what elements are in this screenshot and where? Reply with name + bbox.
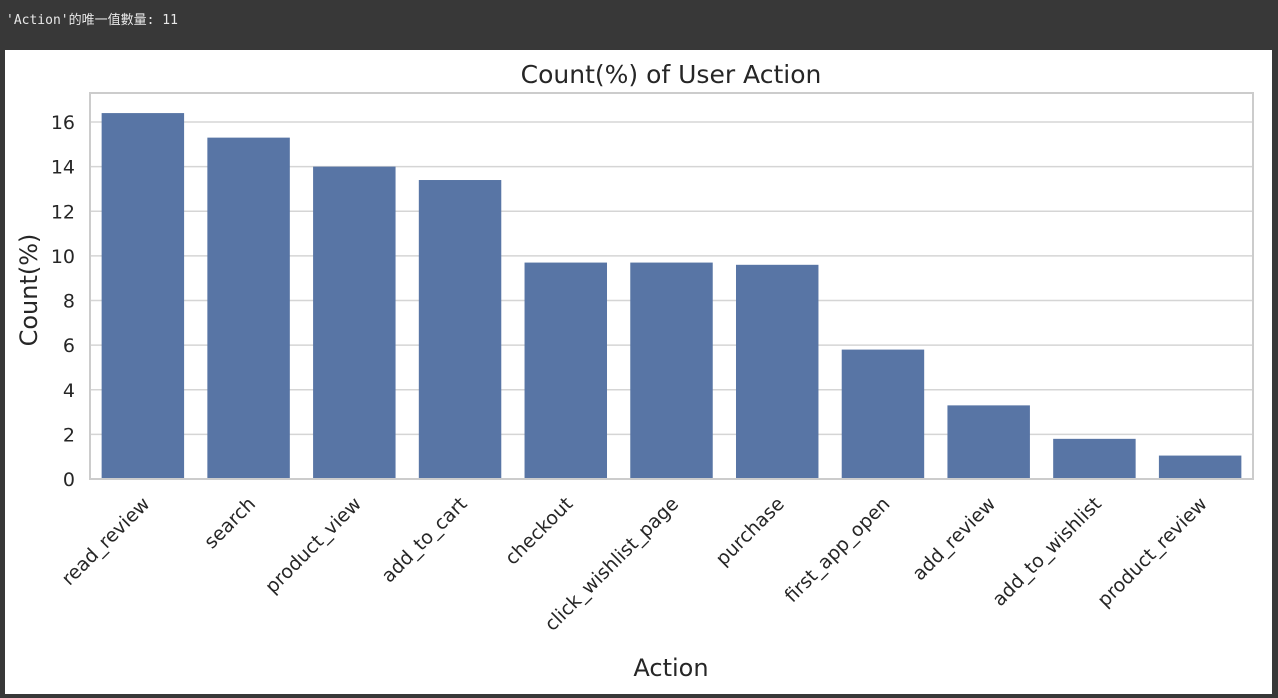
x-tick-label: purchase — [712, 493, 789, 570]
y-axis-label: Count(%) — [15, 234, 43, 347]
x-tick-label: product_view — [261, 493, 366, 598]
bar-chart: Count(%) of User Action Count(%) Action … — [15, 60, 1254, 682]
x-tick-labels: read_review search product_view add_to_cart… — [57, 493, 1211, 636]
x-tick-label: read_review — [57, 493, 154, 590]
y-tick-label: 4 — [63, 380, 75, 402]
bar-product_view — [313, 166, 396, 479]
chart-title: Count(%) of User Action — [521, 60, 822, 89]
y-tick-label: 6 — [63, 335, 75, 357]
bar-checkout — [524, 262, 608, 479]
x-tick-label: add_to_wishlist — [988, 493, 1106, 611]
scroll-strip — [1272, 50, 1278, 694]
bar-first_app_open — [841, 349, 925, 479]
bar-click_wishlist_page — [630, 262, 713, 479]
figure-panel: Count(%) of User Action Count(%) Action … — [5, 50, 1272, 694]
cell-output-bar: 'Action'的唯一值數量: 11 — [0, 0, 1278, 50]
cell-output-text: 'Action'的唯一值數量: 11 — [6, 13, 178, 28]
y-tick-label: 14 — [51, 157, 75, 179]
y-tick-label: 0 — [63, 469, 75, 491]
x-tick-label: search — [200, 493, 260, 553]
bar-search — [207, 137, 290, 479]
x-tick-label: first_app_open — [780, 493, 894, 607]
plot-frame — [89, 92, 1254, 480]
bar-add_review — [947, 405, 1030, 479]
x-tick-label: add_to_cart — [377, 493, 471, 587]
bar-read_review — [101, 113, 185, 479]
y-tick-labels: 0 2 4 6 8 10 12 14 16 — [51, 112, 75, 491]
bar-product_review — [1158, 455, 1242, 479]
y-tick-label: 16 — [51, 112, 75, 134]
x-tick-label: add_review — [908, 493, 1000, 585]
y-tick-label: 12 — [51, 201, 75, 223]
bar-purchase — [735, 264, 819, 479]
bar-add_to_wishlist — [1053, 438, 1136, 479]
bars — [101, 113, 1242, 479]
x-tick-label: checkout — [501, 493, 577, 569]
y-tick-label: 2 — [63, 424, 75, 446]
x-tick-label: product_review — [1093, 493, 1211, 611]
bar-add_to_cart — [418, 180, 502, 479]
x-axis-label: Action — [633, 654, 708, 682]
y-tick-label: 10 — [51, 246, 75, 268]
y-tick-label: 8 — [63, 291, 75, 313]
